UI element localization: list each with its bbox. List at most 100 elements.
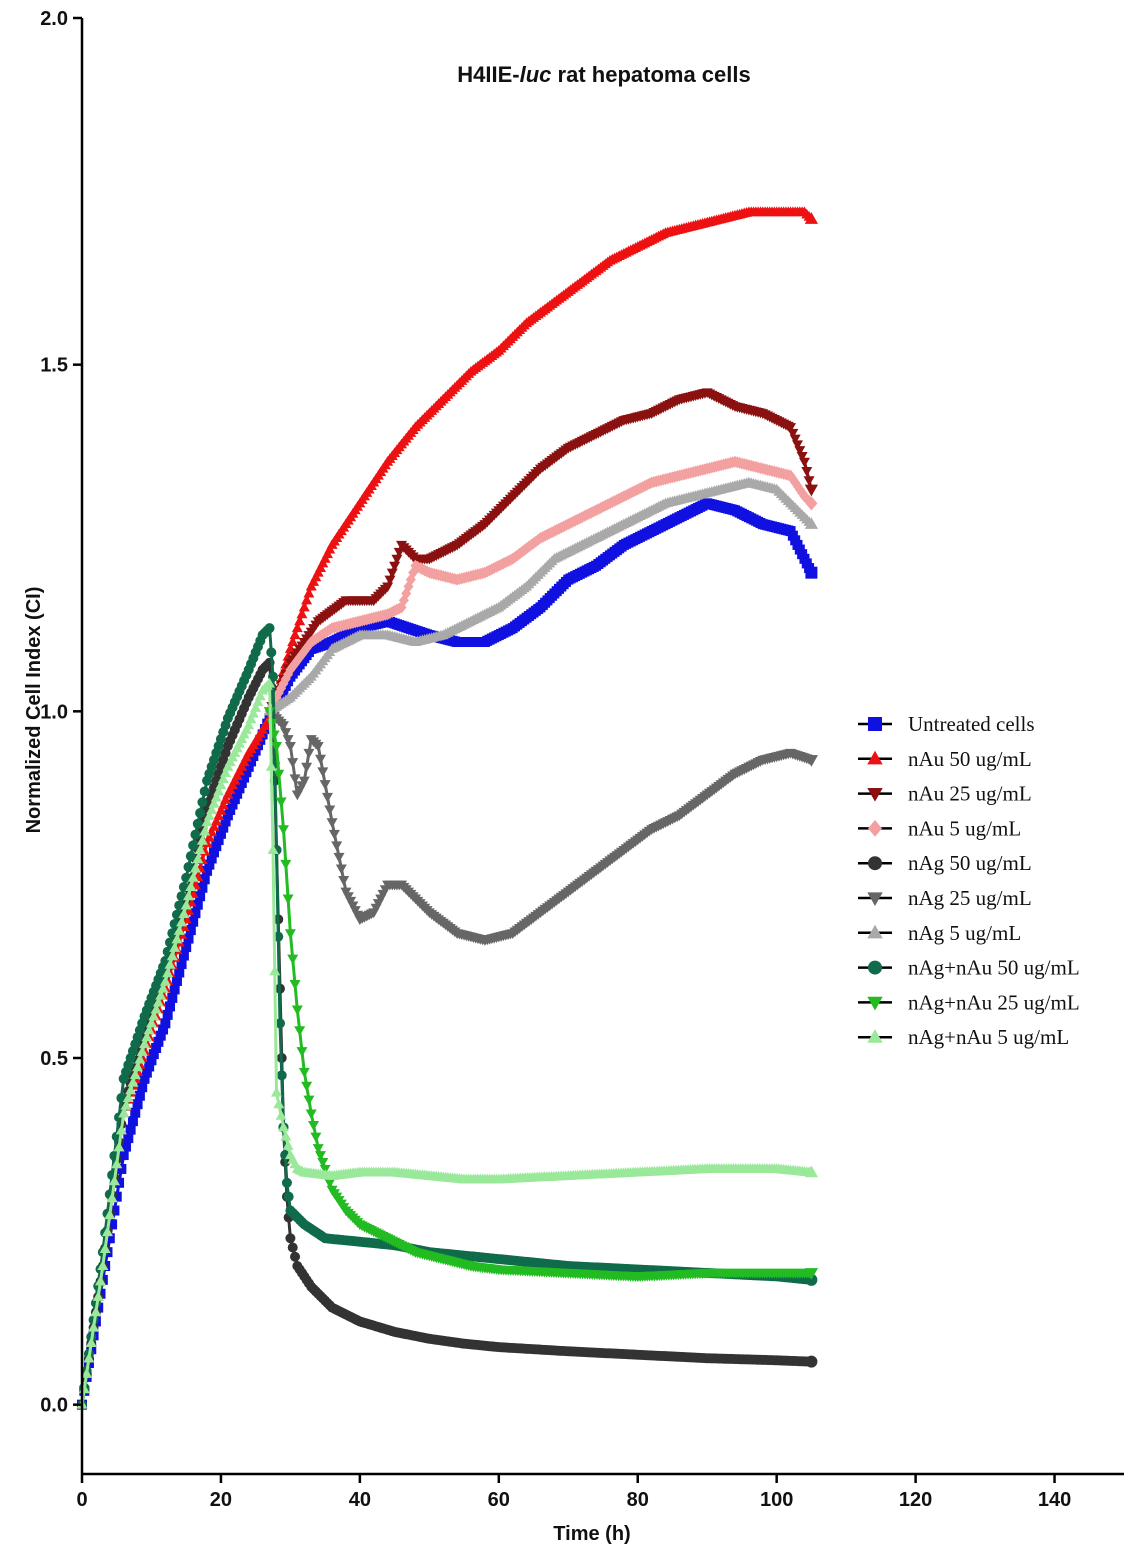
series-point [190,829,201,840]
series-point [250,745,261,756]
series-point [203,831,215,842]
series-point [171,933,183,944]
series-point [804,755,818,767]
series-point [264,677,276,688]
series-point [335,864,347,875]
legend-swatch-marker [868,717,882,731]
series-point [139,1073,150,1084]
series-point [183,890,195,901]
series-point [333,852,345,863]
series-point [115,1124,127,1135]
series-6 [264,476,818,716]
series-layer [76,206,818,1410]
series-line [80,661,812,1405]
legend-item: nAu 25 ug/mL [858,782,1032,806]
series-point [167,928,178,939]
series-point [264,623,275,634]
series-point [250,702,262,712]
legend-label: nAu 25 ug/mL [908,782,1032,806]
series-point [803,476,815,486]
series-point [277,1121,289,1132]
series-point [804,1268,818,1280]
legend-swatch-marker [867,892,883,907]
series-point [151,1042,162,1053]
series-point [194,844,206,854]
series-point [185,925,196,936]
legend-item: nAg+nAu 25 ug/mL [858,990,1080,1014]
series-point [393,547,405,558]
legend-label: nAu 5 ug/mL [908,816,1021,840]
legend-item: nAg 25 ug/mL [858,886,1032,910]
legend-swatch-marker [868,856,882,871]
series-point [804,1165,818,1178]
series-point [382,582,394,593]
series-point [241,767,252,778]
series-point [275,797,287,808]
series-point [315,754,327,765]
series-point [213,834,224,845]
series-point [158,1024,169,1035]
series-point [252,696,264,707]
series-point [283,1191,294,1202]
x-tick-label: 40 [349,1489,371,1511]
series-point [290,1251,301,1262]
series-point [268,671,279,682]
series-point [201,816,213,827]
x-tick-label: 0 [76,1489,87,1511]
series-point [120,1100,132,1110]
series-point [275,1110,287,1120]
series-point [289,980,301,990]
series-point [276,1070,287,1081]
series-point [282,1140,294,1150]
series-point [113,1141,125,1152]
series-point [222,810,233,821]
series-point [386,568,398,579]
series-point [331,841,343,852]
series-point [159,975,171,986]
series-point [296,608,308,619]
series-point [183,861,194,872]
legend-label: nAg 25 ug/mL [908,886,1032,910]
series-point [281,1177,292,1188]
series-point [308,1121,320,1131]
series-point [162,967,174,978]
series-point [213,785,225,796]
series-point [185,881,197,891]
legend-item: Untreated cells [858,712,1035,736]
series-point [220,767,232,777]
series-point [312,742,324,752]
series-point [291,1005,303,1016]
legend-label: nAg+nAu 50 ug/mL [908,956,1080,980]
series-point [225,804,236,815]
series-point [789,434,801,445]
series-point [384,575,396,586]
series-point [88,1321,100,1332]
series-point [208,847,219,858]
series-point [155,989,167,1000]
series-point [199,874,210,885]
series-point [134,1053,146,1064]
series-point [137,1082,148,1093]
series-point [271,1086,283,1097]
series-point [127,1076,139,1087]
series-point [324,1178,336,1189]
series-point [164,1001,175,1012]
series-point [178,908,190,918]
series-point [232,788,243,799]
series-point [324,805,336,816]
series-line [268,711,812,1278]
chart-title-rest: rat hepatoma cells [551,62,750,87]
series-point [127,1116,138,1127]
series-point [294,1026,306,1037]
series-point [99,1243,111,1254]
x-axis-label: Time (h) [553,1523,630,1545]
x-tick-label: 60 [488,1489,510,1511]
y-tick-label: 1.5 [40,355,68,377]
series-point [291,622,303,633]
series-point [195,891,206,902]
series-point [197,882,208,893]
series-point [321,792,333,803]
series-point [805,1355,818,1368]
series-point [130,1107,141,1118]
